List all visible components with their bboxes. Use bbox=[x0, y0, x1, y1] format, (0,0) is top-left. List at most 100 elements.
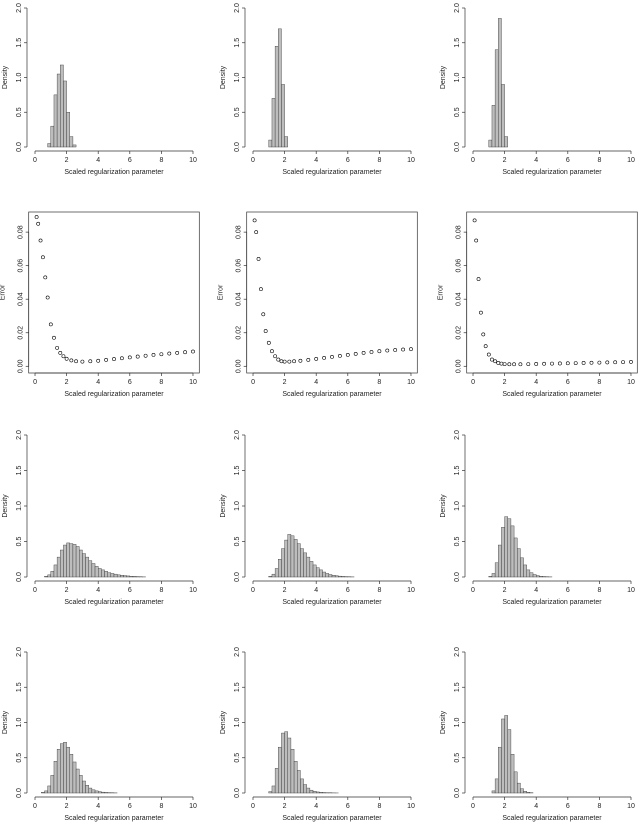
point bbox=[385, 348, 390, 353]
x-tick-label: 4 bbox=[314, 157, 318, 164]
histogram-bar bbox=[47, 785, 51, 794]
x-axis-title: Scaled regularization parameter bbox=[282, 815, 382, 822]
histogram-bar bbox=[63, 80, 67, 148]
point bbox=[167, 351, 172, 356]
point bbox=[479, 310, 483, 315]
x-tick-label: 10 bbox=[627, 587, 635, 594]
x-axis-title: Scaled regularization parameter bbox=[64, 815, 164, 822]
point bbox=[518, 362, 523, 367]
point bbox=[58, 350, 63, 355]
histogram-bar bbox=[507, 518, 512, 578]
y-tick-label: 2.0 bbox=[454, 430, 461, 440]
x-tick-label: 8 bbox=[377, 157, 381, 164]
x-tick-label: 6 bbox=[566, 379, 570, 386]
plot-frame bbox=[466, 211, 638, 374]
x-axis-title: Scaled regularization parameter bbox=[282, 391, 382, 398]
panel: 0 2 4 6 8 10 Scaled regularization parameter 0.… bbox=[0, 211, 200, 398]
point bbox=[345, 352, 350, 357]
histogram-bar bbox=[75, 546, 80, 578]
plot-frame bbox=[246, 211, 418, 374]
x-tick-label: 6 bbox=[566, 587, 570, 594]
histogram-bar bbox=[523, 564, 527, 578]
histogram-bar bbox=[535, 575, 540, 578]
y-tick-label: 1.0 bbox=[234, 501, 241, 511]
panel: 0 2 4 6 8 10 Scaled regularization parameter 0.… bbox=[440, 647, 635, 822]
x-tick-label: 0 bbox=[471, 157, 475, 164]
x-tick-label: 0 bbox=[33, 157, 37, 164]
panel: 0 2 4 6 8 10 Scaled regularization parameter 0.… bbox=[218, 211, 418, 398]
x-tick-label: 6 bbox=[346, 803, 350, 810]
histogram-bar bbox=[517, 782, 521, 794]
histogram-bar bbox=[94, 566, 99, 578]
histogram-bar bbox=[79, 775, 83, 794]
x-tick-label: 4 bbox=[534, 587, 538, 594]
histogram-bar bbox=[278, 28, 282, 148]
histogram-bar bbox=[41, 792, 45, 794]
point bbox=[597, 360, 602, 365]
histogram-bar bbox=[517, 548, 521, 578]
histogram-bar bbox=[101, 791, 105, 794]
point bbox=[69, 358, 74, 363]
histogram-bar bbox=[101, 569, 105, 578]
point bbox=[589, 360, 594, 365]
histogram-bar bbox=[526, 792, 531, 794]
y-tick-label: 0.02 bbox=[18, 326, 25, 340]
y-tick-label: 2.0 bbox=[16, 647, 23, 657]
histogram-bar bbox=[82, 553, 86, 578]
histogram-bar bbox=[60, 549, 64, 578]
x-tick-label: 0 bbox=[471, 587, 475, 594]
x-tick-label: 0 bbox=[33, 587, 37, 594]
point bbox=[573, 361, 578, 366]
y-tick-label: 1.0 bbox=[234, 73, 241, 83]
point bbox=[330, 354, 334, 359]
x-tick-label: 4 bbox=[534, 157, 538, 164]
x-tick-label: 2 bbox=[283, 157, 287, 164]
histogram-bar bbox=[66, 542, 70, 578]
point bbox=[183, 350, 187, 355]
y-tick-label: 2.0 bbox=[454, 647, 461, 657]
histogram-bar bbox=[319, 792, 323, 794]
histogram-bar bbox=[72, 544, 77, 578]
x-tick-label: 4 bbox=[314, 379, 318, 386]
point bbox=[605, 360, 610, 365]
histogram-bar bbox=[523, 791, 527, 794]
point bbox=[259, 287, 263, 292]
histogram-bar bbox=[290, 535, 295, 578]
x-axis-title: Scaled regularization parameter bbox=[64, 599, 164, 606]
point bbox=[486, 352, 491, 357]
histogram-bar bbox=[507, 729, 512, 794]
x-tick-label: 8 bbox=[597, 157, 601, 164]
y-tick-label: 1.5 bbox=[454, 682, 461, 692]
x-tick-label: 8 bbox=[159, 803, 163, 810]
histogram-bar bbox=[79, 549, 83, 578]
y-tick-label: 0.06 bbox=[18, 259, 25, 273]
histogram-bar bbox=[44, 576, 48, 578]
point bbox=[542, 361, 547, 366]
y-tick-label: 0.5 bbox=[234, 107, 241, 117]
histogram-bar bbox=[88, 787, 93, 794]
y-tick-label: 0.04 bbox=[456, 292, 463, 306]
histogram-bar bbox=[120, 575, 124, 578]
point bbox=[474, 238, 479, 243]
x-axis-title: Scaled regularization parameter bbox=[64, 169, 164, 176]
histogram-bar bbox=[501, 84, 505, 148]
histogram-bar bbox=[306, 556, 311, 578]
histogram-bar bbox=[53, 94, 58, 148]
point bbox=[565, 361, 570, 366]
y-tick-label: 1.5 bbox=[454, 466, 461, 476]
histogram-bar bbox=[529, 572, 534, 578]
histogram-bar bbox=[281, 84, 285, 148]
y-tick-label: 0.5 bbox=[16, 537, 23, 547]
y-tick-label: 1.5 bbox=[16, 682, 23, 692]
y-tick-label: 0.5 bbox=[454, 753, 461, 763]
point bbox=[621, 360, 625, 364]
point bbox=[481, 332, 486, 337]
point bbox=[361, 350, 366, 355]
histogram-bar bbox=[312, 791, 317, 794]
histogram-bar bbox=[300, 778, 304, 794]
x-tick-label: 2 bbox=[503, 157, 507, 164]
y-tick-label: 1.0 bbox=[16, 73, 23, 83]
histogram-bar bbox=[94, 790, 99, 794]
point bbox=[279, 359, 284, 364]
x-tick-label: 0 bbox=[251, 803, 255, 810]
